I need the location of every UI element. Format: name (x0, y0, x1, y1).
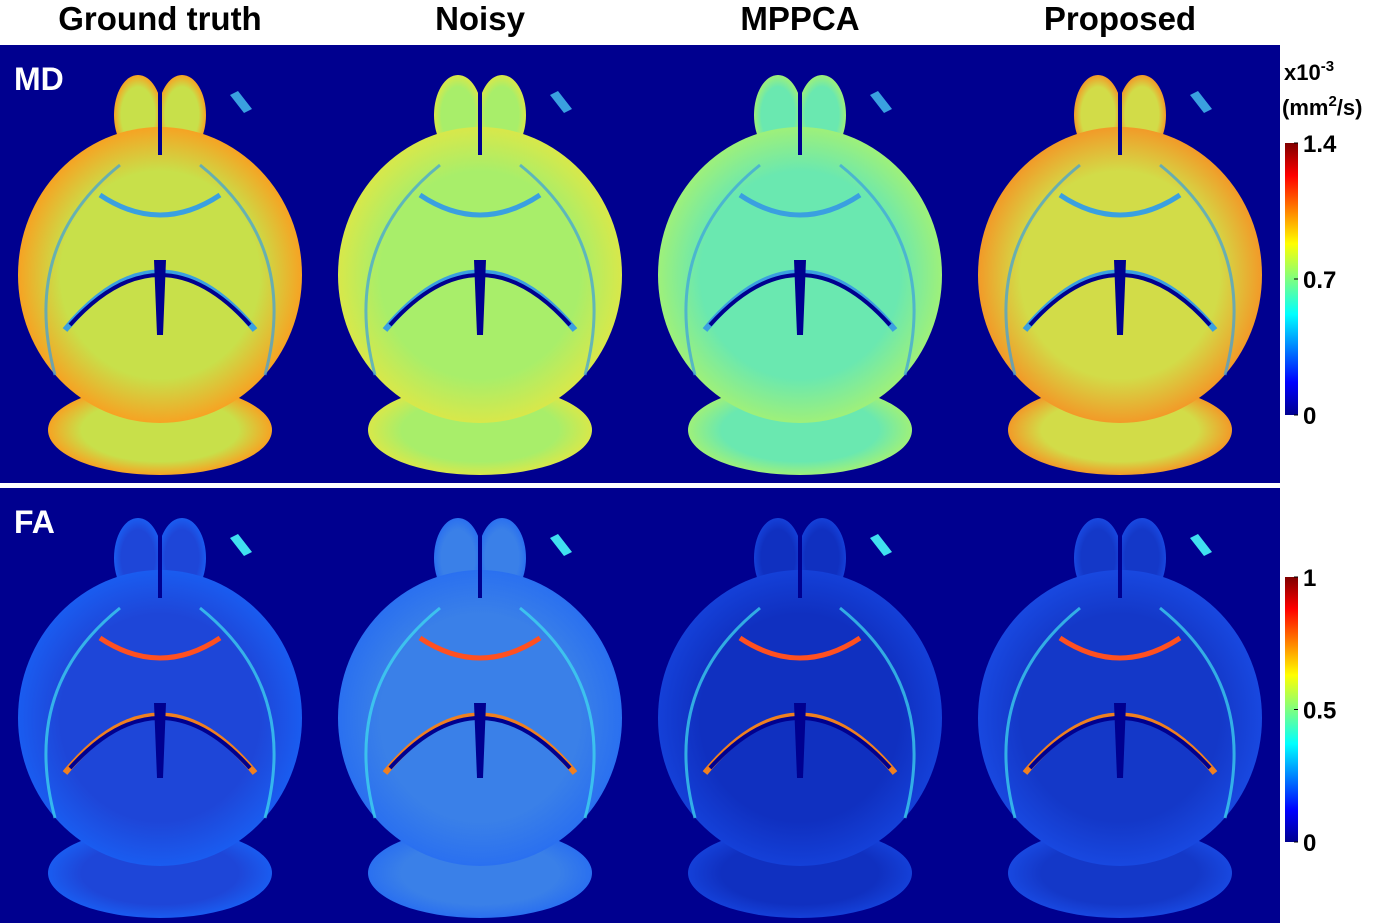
colorbar-unit: (mm2/s) (1282, 93, 1362, 120)
ventricle (474, 703, 486, 778)
corpus-callosum (418, 192, 542, 218)
hemisphere-outline (1004, 163, 1236, 376)
colorbar (1285, 577, 1298, 842)
unit-exponent: 2 (1328, 93, 1336, 110)
brain-image (658, 518, 942, 918)
corpus-callosum (1058, 192, 1182, 218)
artifact (1190, 534, 1212, 556)
hemisphere-outline (364, 606, 596, 819)
brain-image (18, 518, 302, 918)
artifact (1190, 91, 1212, 113)
corpus-callosum (98, 635, 222, 661)
artifact (230, 91, 252, 113)
colorbar (1285, 143, 1298, 415)
hemisphere-outline (684, 163, 916, 376)
row-label: FA (14, 504, 55, 540)
corpus-callosum (738, 635, 862, 661)
artifact (550, 534, 572, 556)
brain-image (658, 75, 942, 475)
unit-text: (mm (1282, 95, 1328, 120)
artifact (870, 91, 892, 113)
brain-image (978, 518, 1262, 918)
corpus-callosum (418, 635, 542, 661)
artifact (870, 534, 892, 556)
colorbar-tick-label: 0.5 (1303, 698, 1336, 725)
column-title: Proposed (1044, 0, 1196, 37)
ventricle (794, 703, 806, 778)
column-title: Noisy (435, 0, 526, 37)
ventricle (154, 260, 166, 335)
unit-exponent: -3 (1321, 58, 1334, 75)
ventricle (794, 260, 806, 335)
brain-image (338, 518, 622, 918)
unit-text: x10 (1284, 60, 1321, 85)
ventricle (1114, 260, 1126, 335)
artifact (550, 91, 572, 113)
ventricle (154, 703, 166, 778)
colorbar-tick-label: 0 (1303, 830, 1316, 857)
hemisphere-outline (684, 606, 916, 819)
hemisphere-outline (1004, 606, 1236, 819)
colorbar-tick-label: 1.4 (1303, 131, 1337, 158)
colorbar-tick-label: 0 (1303, 403, 1316, 430)
colorbar-unit: x10-3 (1284, 58, 1334, 85)
corpus-callosum (1058, 635, 1182, 661)
hemisphere-outline (44, 163, 276, 376)
ventricle (474, 260, 486, 335)
row-label: MD (14, 61, 64, 97)
unit-text: /s) (1337, 95, 1363, 120)
colorbar-tick-label: 1 (1303, 565, 1316, 592)
hemisphere-outline (364, 163, 596, 376)
corpus-callosum (98, 192, 222, 218)
colorbar-tick-label: 0.7 (1303, 267, 1336, 294)
column-title: Ground truth (58, 0, 261, 37)
brain-image (978, 75, 1262, 475)
ventricle (1114, 703, 1126, 778)
artifact (230, 534, 252, 556)
column-title: MPPCA (740, 0, 859, 37)
brain-image (338, 75, 622, 475)
corpus-callosum (738, 192, 862, 218)
brain-image (18, 75, 302, 475)
hemisphere-outline (44, 606, 276, 819)
